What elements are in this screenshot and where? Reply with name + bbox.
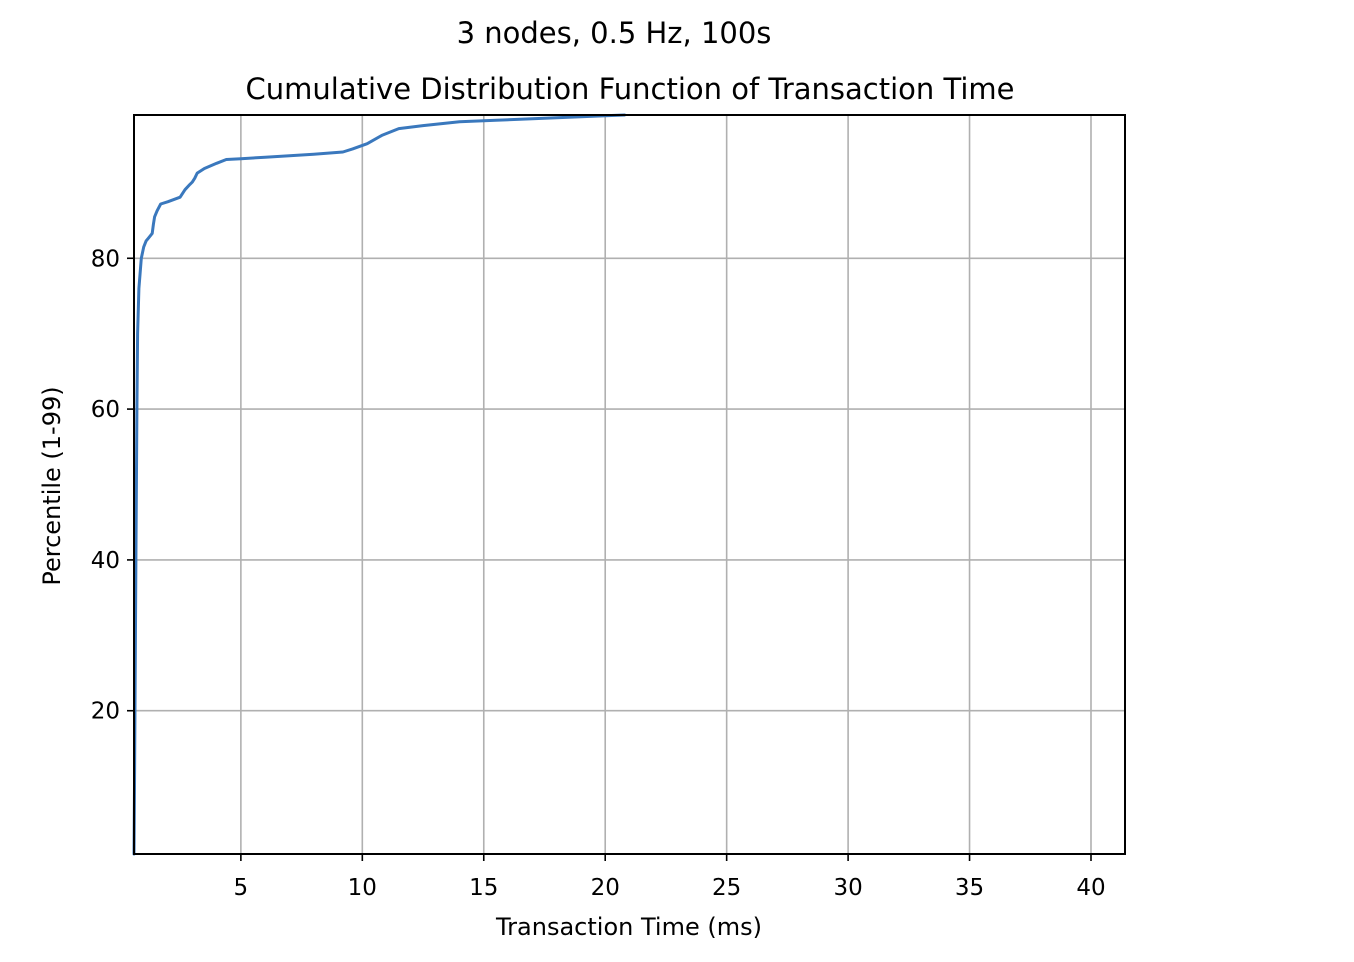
x-tick-label: 25 [712,875,741,901]
plot-frame [133,114,1126,855]
chart-suptitle: 3 nodes, 0.5 Hz, 100s [457,16,772,50]
x-tick-label: 40 [1076,875,1105,901]
x-tick-label: 20 [591,875,620,901]
x-axis-label: Transaction Time (ms) [495,913,762,941]
axis-ticks: 5 10 15 20 25 30 35 40 20 40 60 80 [91,246,1106,901]
x-tick-label: 5 [234,875,249,901]
y-axis-label: Percentile (1-99) [38,386,66,585]
series-layer [132,113,627,856]
y-tick-label: 60 [91,397,120,423]
grid-lines [134,115,1125,854]
cdf-line [132,113,627,856]
y-tick-label: 80 [91,246,120,272]
x-tick-label: 35 [955,875,984,901]
x-tick-label: 30 [833,875,862,901]
y-tick-label: 40 [91,548,120,574]
y-tick-label: 20 [91,699,120,725]
x-tick-label: 10 [348,875,377,901]
chart-title: Cumulative Distribution Function of Tran… [246,72,1015,106]
x-tick-label: 15 [469,875,498,901]
